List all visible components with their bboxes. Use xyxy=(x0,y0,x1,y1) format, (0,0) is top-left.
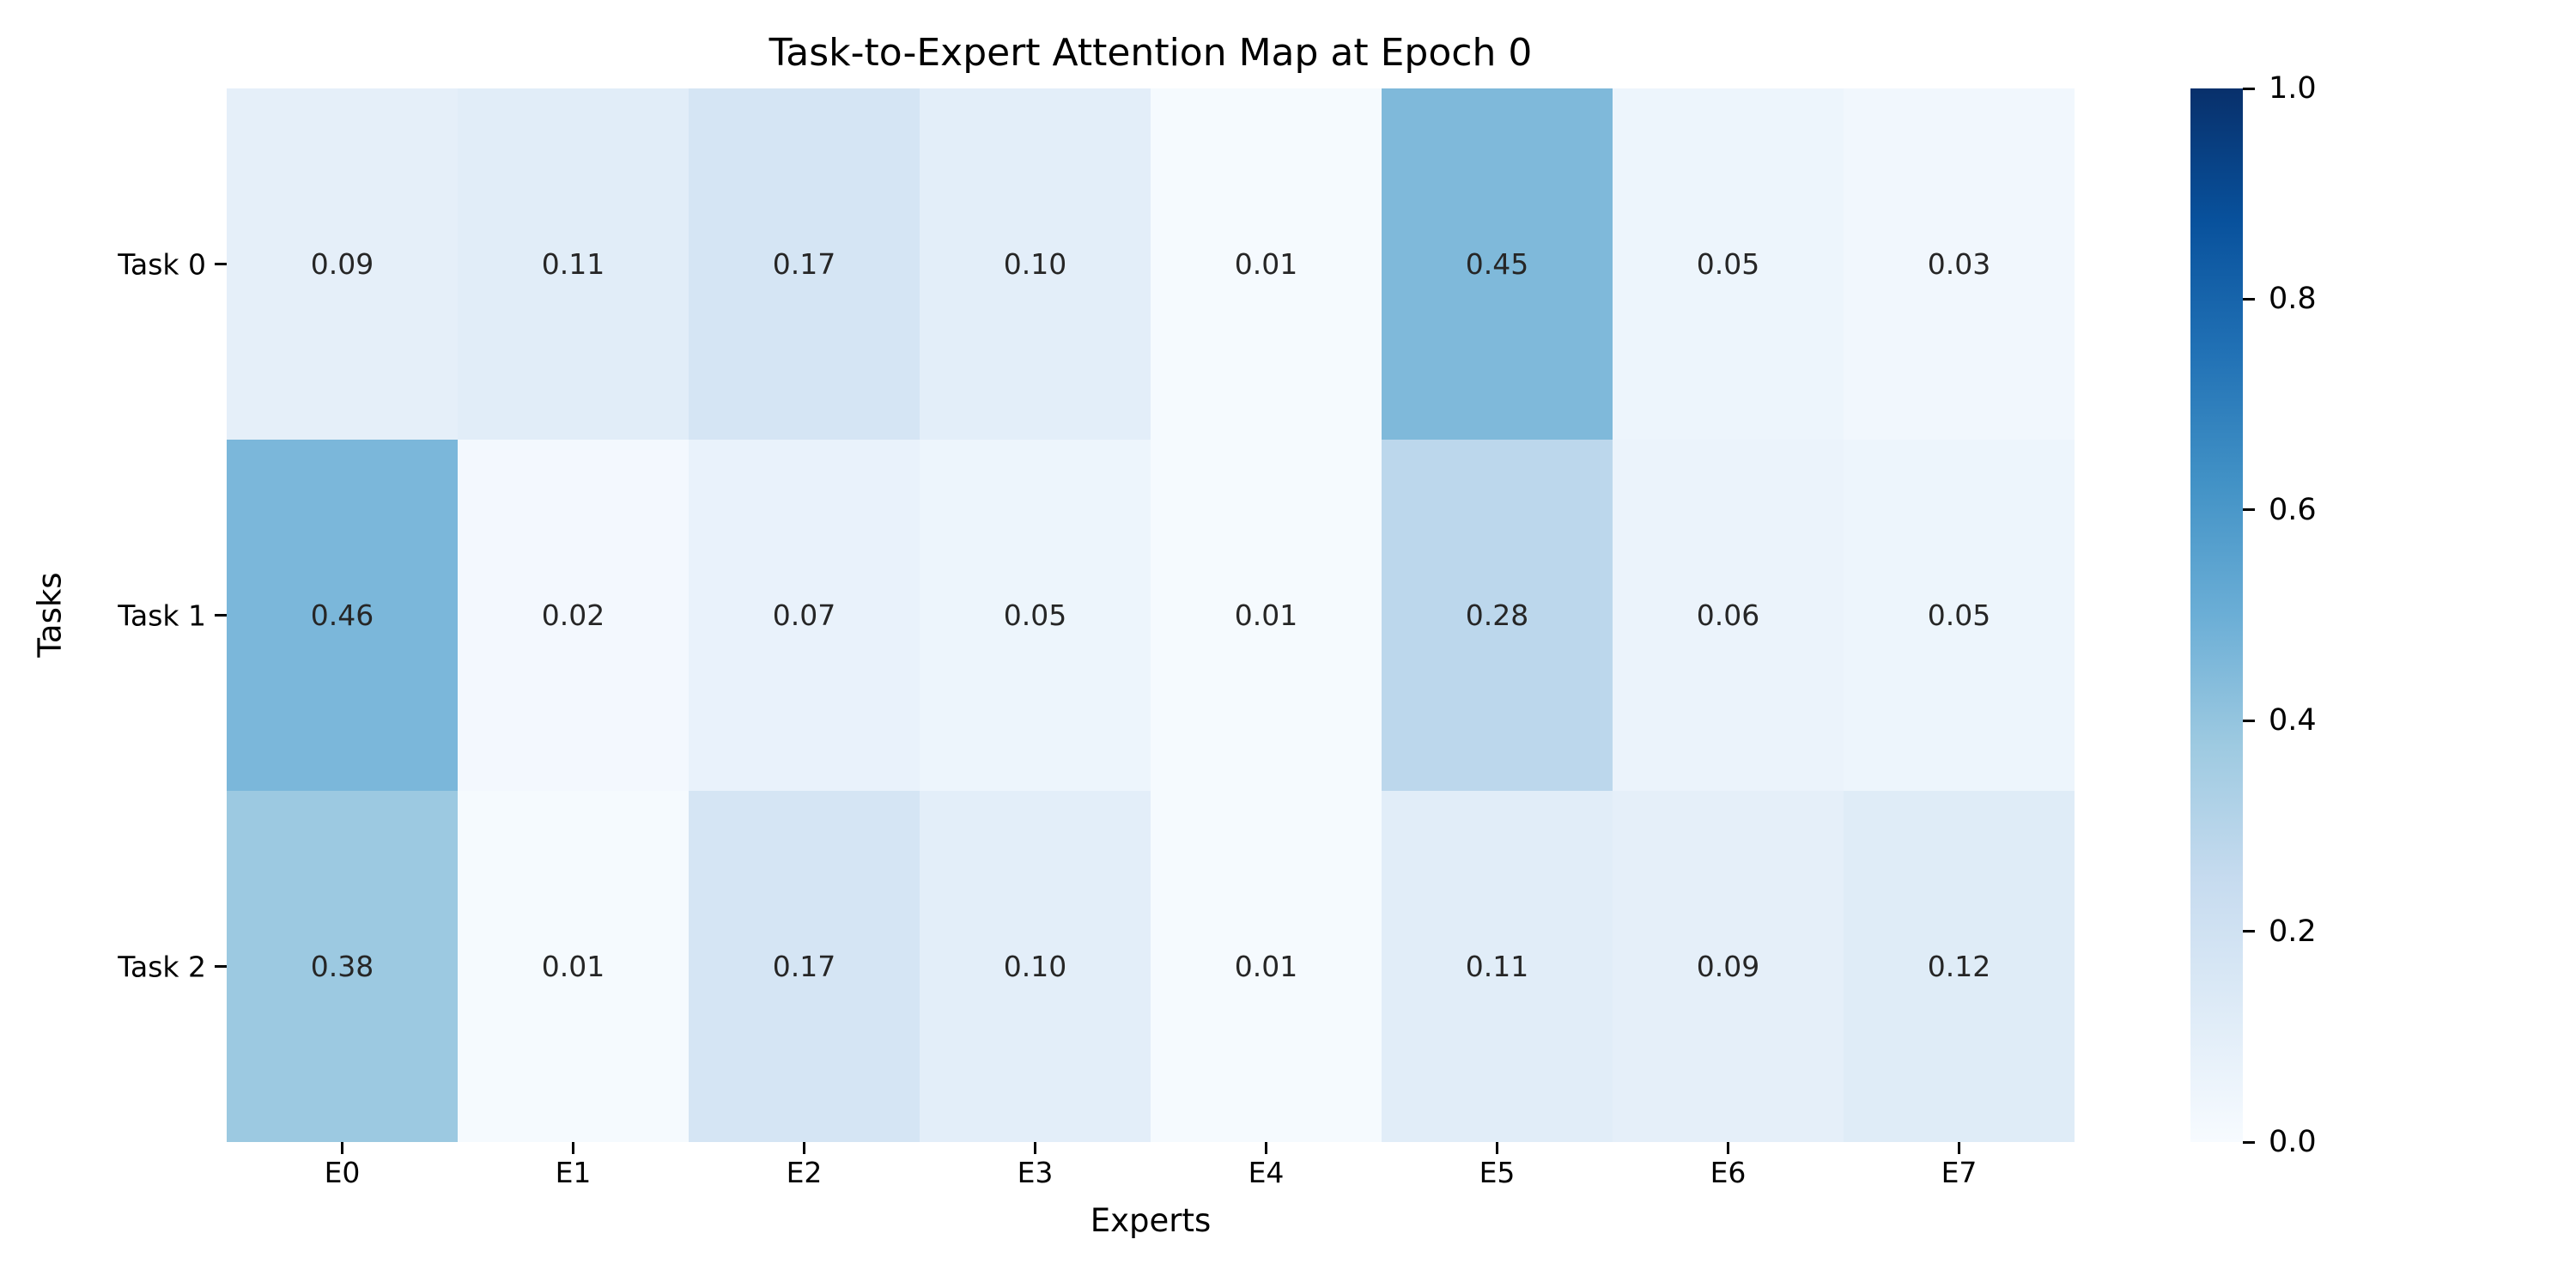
colorbar-tick-label: 0.0 xyxy=(2269,1125,2317,1159)
colorbar-tick-label: 0.6 xyxy=(2269,492,2317,527)
cell-value: 0.09 xyxy=(1696,950,1760,983)
x-tick-label: E6 xyxy=(1710,1156,1747,1189)
heatmap-cell: 0.11 xyxy=(1382,791,1613,1142)
colorbar-tick-label: 0.8 xyxy=(2269,282,2317,317)
cell-value: 0.06 xyxy=(1696,598,1760,632)
heatmap-cell: 0.05 xyxy=(1613,88,1844,440)
y-tick-label: Task 2 xyxy=(118,950,206,983)
heatmap-cell: 0.45 xyxy=(1382,88,1613,440)
cell-value: 0.07 xyxy=(772,598,836,632)
cell-value: 0.05 xyxy=(1927,598,1991,632)
cell-value: 0.09 xyxy=(310,247,374,281)
x-tick-mark xyxy=(803,1142,805,1154)
heatmap-cell: 0.17 xyxy=(689,88,920,440)
cell-value: 0.45 xyxy=(1465,247,1529,281)
colorbar-tick-mark xyxy=(2243,930,2255,933)
x-tick-mark xyxy=(1034,1142,1036,1154)
cell-value: 0.10 xyxy=(1003,950,1067,983)
heatmap-cell: 0.12 xyxy=(1844,791,2075,1142)
x-tick-label: E1 xyxy=(555,1156,592,1189)
colorbar-tick-label: 0.2 xyxy=(2269,914,2317,949)
heatmap-cell: 0.07 xyxy=(689,440,920,791)
colorbar-tick-label: 1.0 xyxy=(2269,71,2317,106)
colorbar-tick-mark xyxy=(2243,87,2255,90)
heatmap-cell: 0.06 xyxy=(1613,440,1844,791)
x-tick-mark xyxy=(341,1142,343,1154)
colorbar-tick-label: 0.4 xyxy=(2269,703,2317,738)
heatmap-cell: 0.09 xyxy=(227,88,458,440)
x-tick-mark xyxy=(572,1142,574,1154)
chart-title: Task-to-Expert Attention Map at Epoch 0 xyxy=(769,31,1533,75)
cell-value: 0.01 xyxy=(541,950,605,983)
cell-value: 0.11 xyxy=(541,247,605,281)
heatmap-cell: 0.09 xyxy=(1613,791,1844,1142)
cell-value: 0.01 xyxy=(1234,598,1298,632)
cell-value: 0.05 xyxy=(1696,247,1760,281)
y-tick-mark xyxy=(215,614,227,617)
heatmap-cell: 0.01 xyxy=(1151,88,1382,440)
cell-value: 0.05 xyxy=(1003,598,1067,632)
y-tick-label: Task 1 xyxy=(118,598,206,632)
y-tick-mark xyxy=(215,263,227,265)
cell-value: 0.11 xyxy=(1465,950,1529,983)
cell-value: 0.01 xyxy=(1234,247,1298,281)
x-tick-mark xyxy=(1496,1142,1498,1154)
colorbar-tick-mark xyxy=(2243,719,2255,722)
heatmap-cell: 0.10 xyxy=(920,791,1151,1142)
cell-value: 0.17 xyxy=(772,247,836,281)
heatmap-cell: 0.11 xyxy=(458,88,689,440)
cell-value: 0.03 xyxy=(1927,247,1991,281)
colorbar-tick-mark xyxy=(2243,297,2255,301)
heatmap-cell: 0.38 xyxy=(227,791,458,1142)
x-tick-label: E5 xyxy=(1479,1156,1516,1189)
x-tick-mark xyxy=(1727,1142,1729,1154)
x-axis-label: Experts xyxy=(1090,1202,1212,1239)
heatmap-cell: 0.01 xyxy=(458,791,689,1142)
heatmap-cell: 0.05 xyxy=(920,440,1151,791)
colorbar-gradient xyxy=(2190,88,2243,1142)
heatmap-cell: 0.02 xyxy=(458,440,689,791)
cell-value: 0.17 xyxy=(772,950,836,983)
y-tick-mark xyxy=(215,965,227,968)
x-tick-label: E0 xyxy=(324,1156,361,1189)
x-tick-label: E3 xyxy=(1017,1156,1054,1189)
cell-value: 0.38 xyxy=(310,950,374,983)
cell-value: 0.02 xyxy=(541,598,605,632)
cell-value: 0.46 xyxy=(310,598,374,632)
heatmap-cell: 0.03 xyxy=(1844,88,2075,440)
colorbar-tick-mark xyxy=(2243,508,2255,512)
heatmap-cell: 0.46 xyxy=(227,440,458,791)
cell-value: 0.01 xyxy=(1234,950,1298,983)
cell-value: 0.28 xyxy=(1465,598,1529,632)
heatmap-cell: 0.17 xyxy=(689,791,920,1142)
x-tick-label: E4 xyxy=(1248,1156,1285,1189)
y-tick-label: Task 0 xyxy=(118,247,206,281)
colorbar-tick-mark xyxy=(2243,1140,2255,1144)
x-tick-label: E7 xyxy=(1941,1156,1978,1189)
x-tick-mark xyxy=(1265,1142,1267,1154)
heatmap-cell: 0.01 xyxy=(1151,440,1382,791)
heatmap-grid: 0.09 0.11 0.17 0.10 0.01 0.45 0.05 0.03 0.46 0.02… xyxy=(227,88,2075,1142)
cell-value: 0.12 xyxy=(1927,950,1991,983)
heatmap-cell: 0.01 xyxy=(1151,791,1382,1142)
cell-value: 0.10 xyxy=(1003,247,1067,281)
heatmap-cell: 0.10 xyxy=(920,88,1151,440)
heatmap-cell: 0.28 xyxy=(1382,440,1613,791)
x-tick-mark xyxy=(1958,1142,1960,1154)
x-tick-label: E2 xyxy=(786,1156,823,1189)
heatmap-cell: 0.05 xyxy=(1844,440,2075,791)
